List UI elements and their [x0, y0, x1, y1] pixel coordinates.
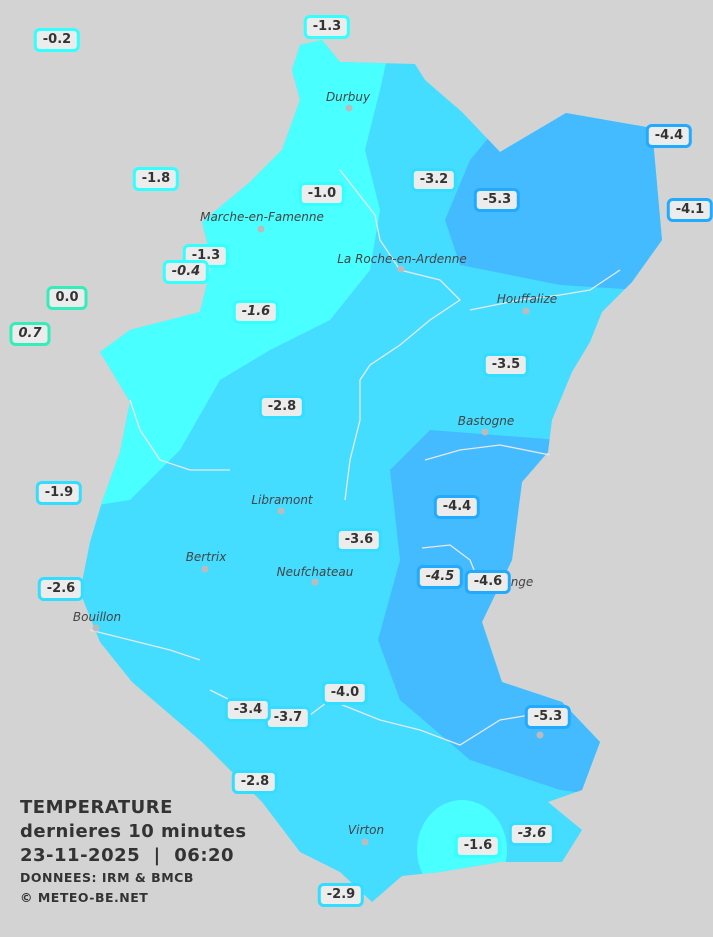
city-label: Durbuy — [325, 90, 371, 104]
station-temperature-label[interactable]: -2.9 — [317, 883, 365, 907]
city-dot — [345, 104, 353, 112]
station-temperature-label[interactable]: -3.6 — [508, 822, 556, 846]
city-dot — [522, 307, 530, 315]
station-temperature-label[interactable]: -5.3 — [524, 705, 572, 729]
legend-subtitle: dernieres 10 minutes — [20, 821, 247, 842]
city-label: Libramont — [251, 493, 313, 507]
city-label: Marche-en-Famenne — [200, 210, 324, 224]
map-legend: TEMPERATURE dernieres 10 minutes 23-11-2… — [20, 796, 247, 908]
station-temperature-label[interactable]: -1.6 — [454, 834, 502, 858]
station-temperature-label[interactable]: -4.4 — [645, 124, 693, 148]
legend-title: TEMPERATURE — [20, 797, 173, 818]
city-label: Neufchateau — [276, 565, 354, 579]
city-dot — [311, 578, 319, 586]
station-temperature-label[interactable]: -4.5 — [416, 565, 464, 589]
city-label: Bastogne — [457, 414, 515, 428]
legend-source: DONNEES: IRM & BMCB — [20, 870, 194, 885]
city-label: Virton — [347, 823, 385, 837]
legend-copyright: © METEO-BE.NET — [20, 890, 149, 905]
station-temperature-label[interactable]: -2.8 — [258, 395, 306, 419]
station-temperature-label[interactable]: -2.6 — [37, 577, 85, 601]
station-temperature-label[interactable]: 0.7 — [9, 322, 51, 346]
station-temperature-label[interactable]: -4.6 — [464, 570, 512, 594]
city-dot — [361, 838, 369, 846]
station-temperature-label[interactable]: -1.0 — [298, 182, 346, 206]
station-temperature-label[interactable]: -4.0 — [321, 681, 369, 705]
station-temperature-label[interactable]: 0.0 — [46, 286, 88, 310]
city-label: nge — [510, 575, 534, 589]
city-dot — [277, 507, 285, 515]
station-temperature-label[interactable]: -3.4 — [224, 698, 272, 722]
city-dot — [397, 265, 405, 273]
station-temperature-label[interactable]: -4.4 — [433, 495, 481, 519]
station-temperature-label[interactable]: -3.2 — [410, 168, 458, 192]
station-temperature-label[interactable]: -3.5 — [482, 353, 530, 377]
station-temperature-label[interactable]: -1.8 — [132, 167, 180, 191]
station-temperature-label[interactable]: -0.4 — [162, 260, 210, 284]
station-temperature-label[interactable]: -0.2 — [33, 28, 81, 52]
station-temperature-label[interactable]: -3.6 — [335, 528, 383, 552]
city-dot — [536, 731, 544, 739]
city-label: La Roche-en-Ardenne — [337, 252, 467, 266]
station-temperature-label[interactable]: -1.9 — [35, 481, 83, 505]
zone-positive — [86, 340, 100, 372]
city-dot — [92, 624, 100, 632]
station-temperature-label[interactable]: -5.3 — [473, 188, 521, 212]
city-dot — [481, 428, 489, 436]
legend-datetime: 23-11-2025 | 06:20 — [20, 845, 235, 866]
station-temperature-label[interactable]: -1.3 — [303, 15, 351, 39]
city-label: Bertrix — [185, 550, 227, 564]
station-temperature-label[interactable]: -3.7 — [264, 706, 312, 730]
station-temperature-label[interactable]: -2.8 — [231, 770, 279, 794]
city-dot — [257, 225, 265, 233]
city-label: Bouillon — [72, 610, 122, 624]
station-temperature-label[interactable]: -4.1 — [666, 198, 713, 222]
city-label: Houffalize — [496, 292, 558, 306]
city-dot — [201, 565, 209, 573]
station-temperature-label[interactable]: -1.6 — [232, 300, 280, 324]
